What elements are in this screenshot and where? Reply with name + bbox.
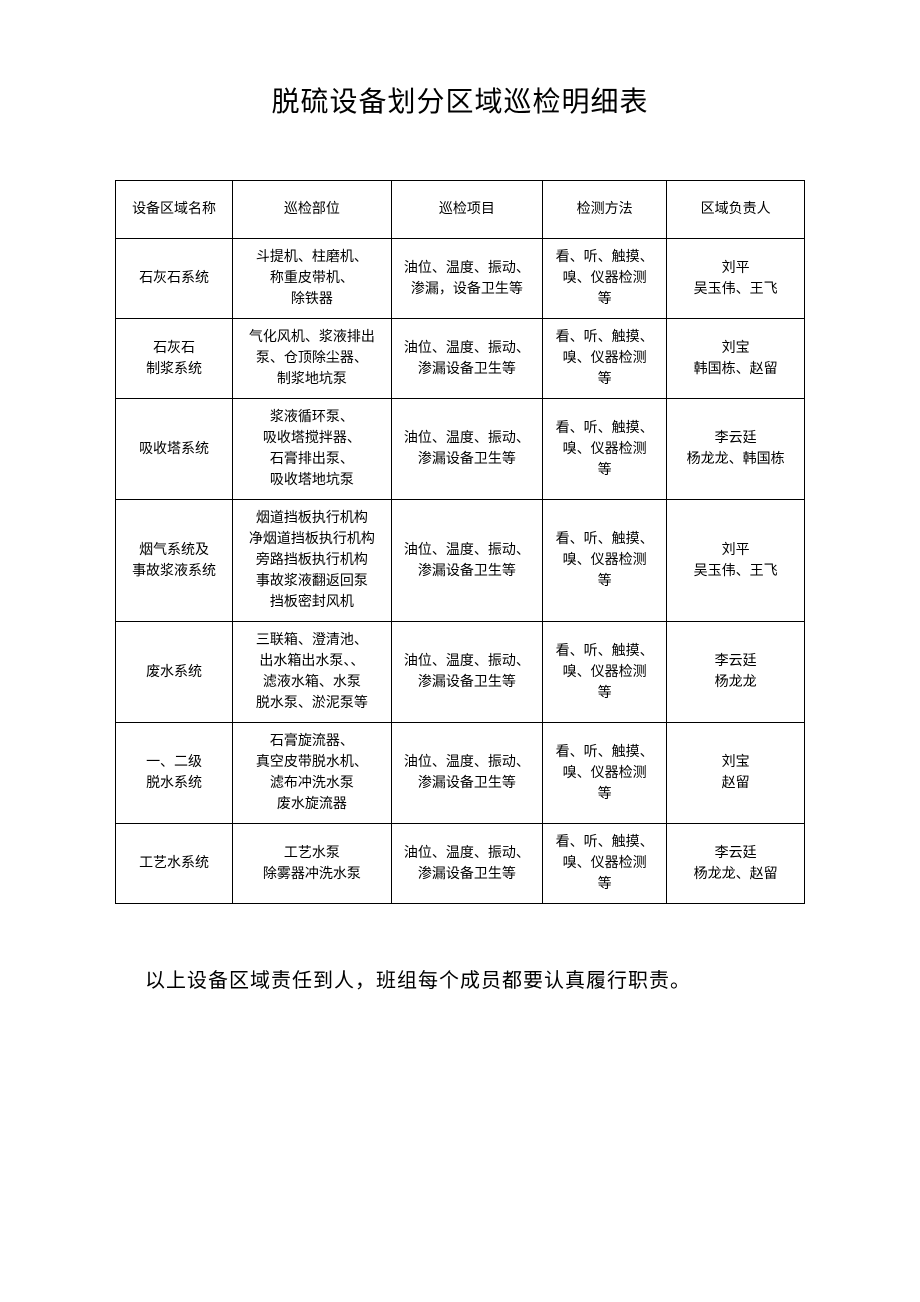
- cell-person: 李云廷杨龙龙: [667, 622, 805, 723]
- document-title: 脱硫设备划分区域巡检明细表: [115, 80, 805, 120]
- cell-part: 气化风机、浆液排出泵、仓顶除尘器、制浆地坑泵: [233, 319, 391, 399]
- cell-person: 刘平吴玉伟、王飞: [667, 239, 805, 319]
- cell-method: 看、听、触摸、嗅、仪器检测等: [543, 239, 667, 319]
- cell-area: 石灰石系统: [116, 239, 233, 319]
- header-part: 巡检部位: [233, 181, 391, 239]
- cell-area: 石灰石制浆系统: [116, 319, 233, 399]
- cell-area: 废水系统: [116, 622, 233, 723]
- cell-item: 油位、温度、振动、渗漏设备卫生等: [391, 500, 543, 622]
- cell-method: 看、听、触摸、嗅、仪器检测等: [543, 824, 667, 904]
- cell-area: 一、二级脱水系统: [116, 723, 233, 824]
- cell-method: 看、听、触摸、嗅、仪器检测等: [543, 500, 667, 622]
- table-header-row: 设备区域名称 巡检部位 巡检项目 检测方法 区域负责人: [116, 181, 805, 239]
- table-row: 石灰石系统 斗提机、柱磨机、称重皮带机、除铁器 油位、温度、振动、渗漏，设备卫生…: [116, 239, 805, 319]
- table-row: 烟气系统及事故浆液系统 烟道挡板执行机构净烟道挡板执行机构旁路挡板执行机构事故浆…: [116, 500, 805, 622]
- inspection-table: 设备区域名称 巡检部位 巡检项目 检测方法 区域负责人 石灰石系统 斗提机、柱磨…: [115, 180, 805, 904]
- cell-part: 石膏旋流器、真空皮带脱水机、滤布冲洗水泵废水旋流器: [233, 723, 391, 824]
- cell-area: 工艺水系统: [116, 824, 233, 904]
- table-row: 一、二级脱水系统 石膏旋流器、真空皮带脱水机、滤布冲洗水泵废水旋流器 油位、温度…: [116, 723, 805, 824]
- cell-method: 看、听、触摸、嗅、仪器检测等: [543, 622, 667, 723]
- table-body: 石灰石系统 斗提机、柱磨机、称重皮带机、除铁器 油位、温度、振动、渗漏，设备卫生…: [116, 239, 805, 904]
- cell-method: 看、听、触摸、嗅、仪器检测等: [543, 319, 667, 399]
- footer-note: 以上设备区域责任到人，班组每个成员都要认真履行职责。: [115, 964, 805, 993]
- cell-item: 油位、温度、振动、渗漏设备卫生等: [391, 319, 543, 399]
- cell-person: 刘宝赵留: [667, 723, 805, 824]
- table-row: 废水系统 三联箱、澄清池、出水箱出水泵、、滤液水箱、水泵脱水泵、淤泥泵等 油位、…: [116, 622, 805, 723]
- header-item: 巡检项目: [391, 181, 543, 239]
- table-row: 吸收塔系统 浆液循环泵、吸收塔搅拌器、石膏排出泵、吸收塔地坑泵 油位、温度、振动…: [116, 399, 805, 500]
- cell-person: 李云廷杨龙龙、韩国栋: [667, 399, 805, 500]
- table-row: 石灰石制浆系统 气化风机、浆液排出泵、仓顶除尘器、制浆地坑泵 油位、温度、振动、…: [116, 319, 805, 399]
- cell-part: 工艺水泵除雾器冲洗水泵: [233, 824, 391, 904]
- header-method: 检测方法: [543, 181, 667, 239]
- cell-item: 油位、温度、振动、渗漏设备卫生等: [391, 723, 543, 824]
- cell-item: 油位、温度、振动、渗漏设备卫生等: [391, 399, 543, 500]
- cell-part: 三联箱、澄清池、出水箱出水泵、、滤液水箱、水泵脱水泵、淤泥泵等: [233, 622, 391, 723]
- cell-person: 李云廷杨龙龙、赵留: [667, 824, 805, 904]
- cell-method: 看、听、触摸、嗅、仪器检测等: [543, 399, 667, 500]
- header-person: 区域负责人: [667, 181, 805, 239]
- cell-method: 看、听、触摸、嗅、仪器检测等: [543, 723, 667, 824]
- cell-part: 浆液循环泵、吸收塔搅拌器、石膏排出泵、吸收塔地坑泵: [233, 399, 391, 500]
- header-area: 设备区域名称: [116, 181, 233, 239]
- cell-part: 斗提机、柱磨机、称重皮带机、除铁器: [233, 239, 391, 319]
- cell-area: 烟气系统及事故浆液系统: [116, 500, 233, 622]
- cell-person: 刘宝韩国栋、赵留: [667, 319, 805, 399]
- cell-person: 刘平吴玉伟、王飞: [667, 500, 805, 622]
- cell-item: 油位、温度、振动、渗漏设备卫生等: [391, 622, 543, 723]
- table-row: 工艺水系统 工艺水泵除雾器冲洗水泵 油位、温度、振动、渗漏设备卫生等 看、听、触…: [116, 824, 805, 904]
- cell-area: 吸收塔系统: [116, 399, 233, 500]
- cell-item: 油位、温度、振动、渗漏设备卫生等: [391, 824, 543, 904]
- cell-item: 油位、温度、振动、渗漏，设备卫生等: [391, 239, 543, 319]
- cell-part: 烟道挡板执行机构净烟道挡板执行机构旁路挡板执行机构事故浆液翻返回泵挡板密封风机: [233, 500, 391, 622]
